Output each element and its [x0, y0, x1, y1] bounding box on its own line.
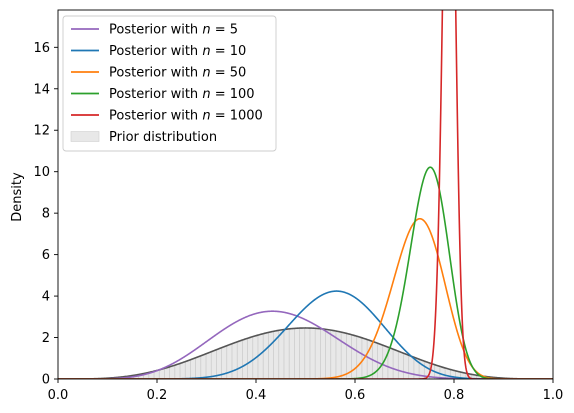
y-tick-label: 16	[33, 41, 50, 56]
y-tick-label: 4	[42, 290, 50, 305]
y-tick-label: 8	[42, 207, 50, 222]
legend: Posterior with n = 5 Posterior with n = 1…	[62, 15, 277, 152]
y-tick-label: 0	[42, 373, 50, 388]
legend-entry-label: Posterior with n = 50	[109, 66, 246, 81]
axes: 0.0 0.2 0.4 0.6 0.8 1.0 0 2 4 6 8 10 12 14 16	[33, 9, 564, 403]
legend-box	[62, 15, 277, 152]
x-tick-label: 0.4	[246, 388, 267, 403]
y-tick-label: 14	[33, 82, 50, 97]
legend-swatch-prior	[70, 131, 100, 142]
y-axis-label: Density	[10, 172, 25, 222]
axes-frame	[57, 9, 554, 380]
legend-entry-label: Posterior with n = 1000	[109, 109, 263, 124]
x-tick-label: 0.6	[345, 388, 366, 403]
x-tick-label: 1.0	[543, 388, 564, 403]
y-tick-label: 12	[33, 124, 50, 139]
x-tick-label: 0.0	[48, 388, 69, 403]
prior-hatch	[101, 327, 508, 379]
x-tick-label: 0.8	[444, 388, 465, 403]
prior-area	[58, 327, 553, 379]
legend-entry-label: Posterior with n = 5	[109, 23, 238, 38]
legend-entry-prior: Prior distribution	[109, 130, 217, 145]
series-line-n1000	[58, 10, 553, 379]
y-tick-label: 2	[42, 331, 50, 346]
y-tick-label: 6	[42, 248, 50, 263]
x-tick-label: 0.2	[147, 388, 168, 403]
prior-line	[58, 327, 553, 379]
series-line-n100	[58, 166, 553, 379]
legend-entry-label: Posterior with n = 100	[109, 87, 255, 102]
y-tick-label: 10	[33, 165, 50, 180]
legend-entry-label: Posterior with n = 10	[109, 44, 246, 59]
